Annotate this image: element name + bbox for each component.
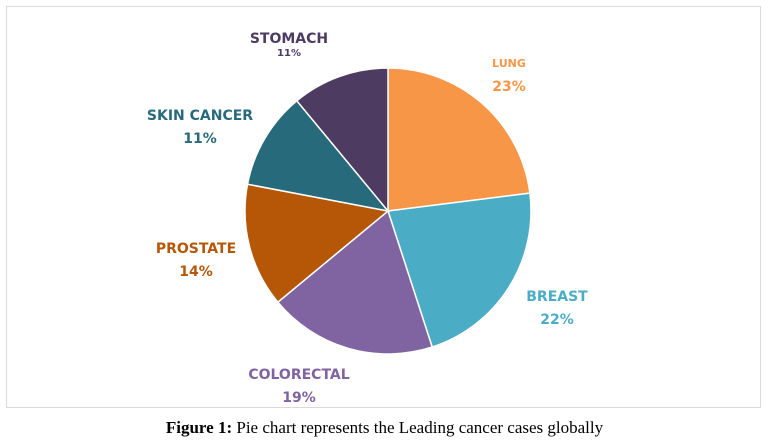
- label-skin-cancer-name: SKIN CANCER: [146, 108, 254, 124]
- pie-slice-colorectal: [276, 209, 434, 355]
- label-colorectal-name: COLORECTAL: [248, 367, 350, 383]
- chart-area: LUNG 23% BREAST 22% COLORECTAL 19% PROST…: [6, 6, 761, 408]
- label-lung-value: 23%: [492, 78, 526, 95]
- pie-slice-stomach: [295, 67, 389, 214]
- label-prostate: PROSTATE 14%: [141, 241, 251, 281]
- label-breast: BREAST 22%: [507, 289, 607, 329]
- caption-text: Pie chart represents the Leading cancer …: [232, 418, 604, 437]
- caption-prefix: Figure 1:: [165, 418, 233, 437]
- label-stomach-name: STOMACH: [249, 31, 329, 47]
- pie-slice-skin-cancer: [246, 99, 390, 213]
- label-colorectal: COLORECTAL 19%: [229, 367, 369, 407]
- label-lung-name: LUNG: [492, 57, 526, 70]
- label-colorectal-value: 19%: [282, 389, 316, 406]
- figure-caption: Figure 1: Pie chart represents the Leadi…: [0, 418, 769, 438]
- pie-slice-prostate: [244, 183, 390, 304]
- label-skin-cancer-value: 11%: [183, 130, 217, 147]
- label-breast-value: 22%: [540, 311, 574, 328]
- pie-chart: [244, 67, 532, 355]
- label-lung: LUNG 23%: [469, 57, 549, 96]
- label-prostate-name: PROSTATE: [155, 241, 237, 257]
- pie-slice-lung: [387, 67, 531, 212]
- label-stomach-value: 11%: [277, 47, 301, 59]
- pie-slice-breast: [387, 192, 532, 348]
- label-skin-cancer: SKIN CANCER 11%: [135, 108, 265, 148]
- label-prostate-value: 14%: [179, 263, 213, 280]
- label-stomach: STOMACH 11%: [229, 31, 349, 59]
- label-breast-name: BREAST: [526, 289, 588, 305]
